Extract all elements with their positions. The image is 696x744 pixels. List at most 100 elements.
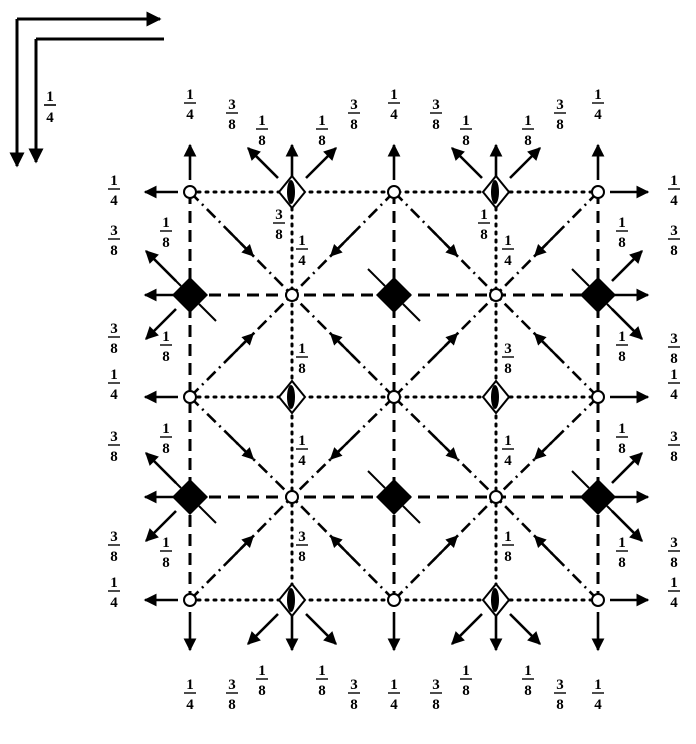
svg-text:1: 1 xyxy=(46,89,54,105)
axis-label: 1 4 xyxy=(44,89,56,126)
diagonal-arrow xyxy=(533,332,561,360)
fraction-denominator: 4 xyxy=(670,193,678,209)
fraction-numerator: 1 xyxy=(524,113,532,129)
diagonal-arrow xyxy=(227,332,255,360)
fraction-label: 14 xyxy=(184,677,196,713)
fraction-label: 14 xyxy=(668,367,680,403)
fraction-numerator: 1 xyxy=(618,535,626,551)
fraction-denominator: 8 xyxy=(524,683,532,699)
fraction-label: 38 xyxy=(296,529,308,565)
half-filled-diamond xyxy=(277,582,307,618)
fraction-denominator: 8 xyxy=(618,555,626,571)
diagonal-arrow xyxy=(533,230,561,257)
arrow-up-left xyxy=(247,147,279,179)
fraction-numerator: 1 xyxy=(594,677,602,693)
fraction-label: 38 xyxy=(668,223,680,259)
fourfold-axis-symbol xyxy=(571,268,625,322)
inversion-center-circle xyxy=(591,390,605,404)
fraction-label: 38 xyxy=(554,97,566,133)
diagonal-arrow xyxy=(431,535,459,562)
fraction-denominator: 4 xyxy=(594,697,602,713)
diagonal-arrow xyxy=(227,434,255,460)
fraction-label: 38 xyxy=(430,677,442,713)
fraction-label: 38 xyxy=(348,677,360,713)
fraction-numerator: 1 xyxy=(504,233,512,249)
fraction-label: 18 xyxy=(616,421,628,457)
fraction-denominator: 8 xyxy=(258,683,266,699)
fraction-numerator: 1 xyxy=(618,215,626,231)
fraction-denominator: 8 xyxy=(228,117,236,133)
fraction-denominator: 8 xyxy=(504,361,512,377)
fraction-label: 38 xyxy=(273,207,285,243)
fraction-denominator: 4 xyxy=(298,253,306,269)
fraction-label: 38 xyxy=(226,97,238,133)
fraction-numerator: 3 xyxy=(228,97,236,113)
fraction-numerator: 1 xyxy=(504,433,512,449)
fraction-denominator: 8 xyxy=(298,549,306,565)
fraction-label: 38 xyxy=(668,535,680,571)
fraction-denominator: 8 xyxy=(318,133,326,149)
fraction-label: 38 xyxy=(108,321,120,357)
fraction-denominator: 8 xyxy=(110,341,118,357)
fraction-numerator: 1 xyxy=(110,575,118,591)
fraction-denominator: 4 xyxy=(594,107,602,123)
fraction-label: 14 xyxy=(108,367,120,403)
fraction-label: 18 xyxy=(460,113,472,149)
fraction-denominator: 4 xyxy=(504,453,512,469)
fraction-numerator: 1 xyxy=(462,113,470,129)
diamond-fill xyxy=(491,588,499,612)
fraction-numerator: 3 xyxy=(350,677,358,693)
fraction-denominator: 8 xyxy=(110,243,118,259)
half-filled-diamond xyxy=(277,379,307,415)
fraction-denominator: 8 xyxy=(228,697,236,713)
fraction-denominator: 4 xyxy=(186,107,194,123)
inversion-center-circle xyxy=(285,490,299,504)
fraction-denominator: 8 xyxy=(670,555,678,571)
bar xyxy=(606,505,625,524)
fraction-denominator: 8 xyxy=(432,697,440,713)
fourfold-axis-symbol xyxy=(367,268,421,322)
arrow-up-right xyxy=(305,147,337,179)
fraction-numerator: 1 xyxy=(462,663,470,679)
diagonal-arrow xyxy=(533,535,561,562)
fraction-denominator: 8 xyxy=(480,227,488,243)
diagonal-arrow xyxy=(431,230,459,257)
fraction-denominator: 8 xyxy=(618,349,626,365)
fraction-label: 18 xyxy=(616,535,628,571)
diagonal-arrow xyxy=(227,535,255,562)
half-filled-diamond xyxy=(481,379,511,415)
fraction-numerator: 1 xyxy=(258,663,266,679)
fraction-label: 38 xyxy=(108,429,120,465)
half-filled-diamond xyxy=(481,582,511,618)
fraction-label: 14 xyxy=(388,87,400,123)
bar xyxy=(571,268,590,287)
fraction-denominator: 8 xyxy=(556,117,564,133)
arrow-down-right xyxy=(509,613,541,645)
diagonal-arrow xyxy=(431,332,459,360)
fraction-labels: 1414143838383818181818141414383838381818… xyxy=(108,87,680,713)
fraction-denominator: 8 xyxy=(524,133,532,149)
fourfold-axis-symbol xyxy=(163,470,217,524)
fraction-denominator: 8 xyxy=(432,117,440,133)
bar xyxy=(198,505,217,524)
fraction-label: 38 xyxy=(348,97,360,133)
bar xyxy=(571,470,590,489)
fraction-numerator: 1 xyxy=(618,421,626,437)
arrow-down-left xyxy=(247,613,279,645)
fraction-numerator: 3 xyxy=(110,429,118,445)
fraction-denominator: 8 xyxy=(110,549,118,565)
axes-indicator xyxy=(9,11,164,168)
fraction-label: 14 xyxy=(296,433,308,469)
fraction-label: 38 xyxy=(554,677,566,713)
fraction-numerator: 1 xyxy=(318,113,326,129)
fraction-label: 14 xyxy=(108,173,120,209)
fraction-numerator: 1 xyxy=(110,173,118,189)
fraction-denominator: 4 xyxy=(110,595,118,611)
fraction-label: 18 xyxy=(160,329,172,365)
diagonal-arrow xyxy=(329,332,357,360)
inversion-center-circle xyxy=(591,593,605,607)
fraction-denominator: 8 xyxy=(556,697,564,713)
fraction-label: 14 xyxy=(296,233,308,269)
inversion-center-circle xyxy=(387,185,401,199)
inversion-center-circle xyxy=(489,288,503,302)
